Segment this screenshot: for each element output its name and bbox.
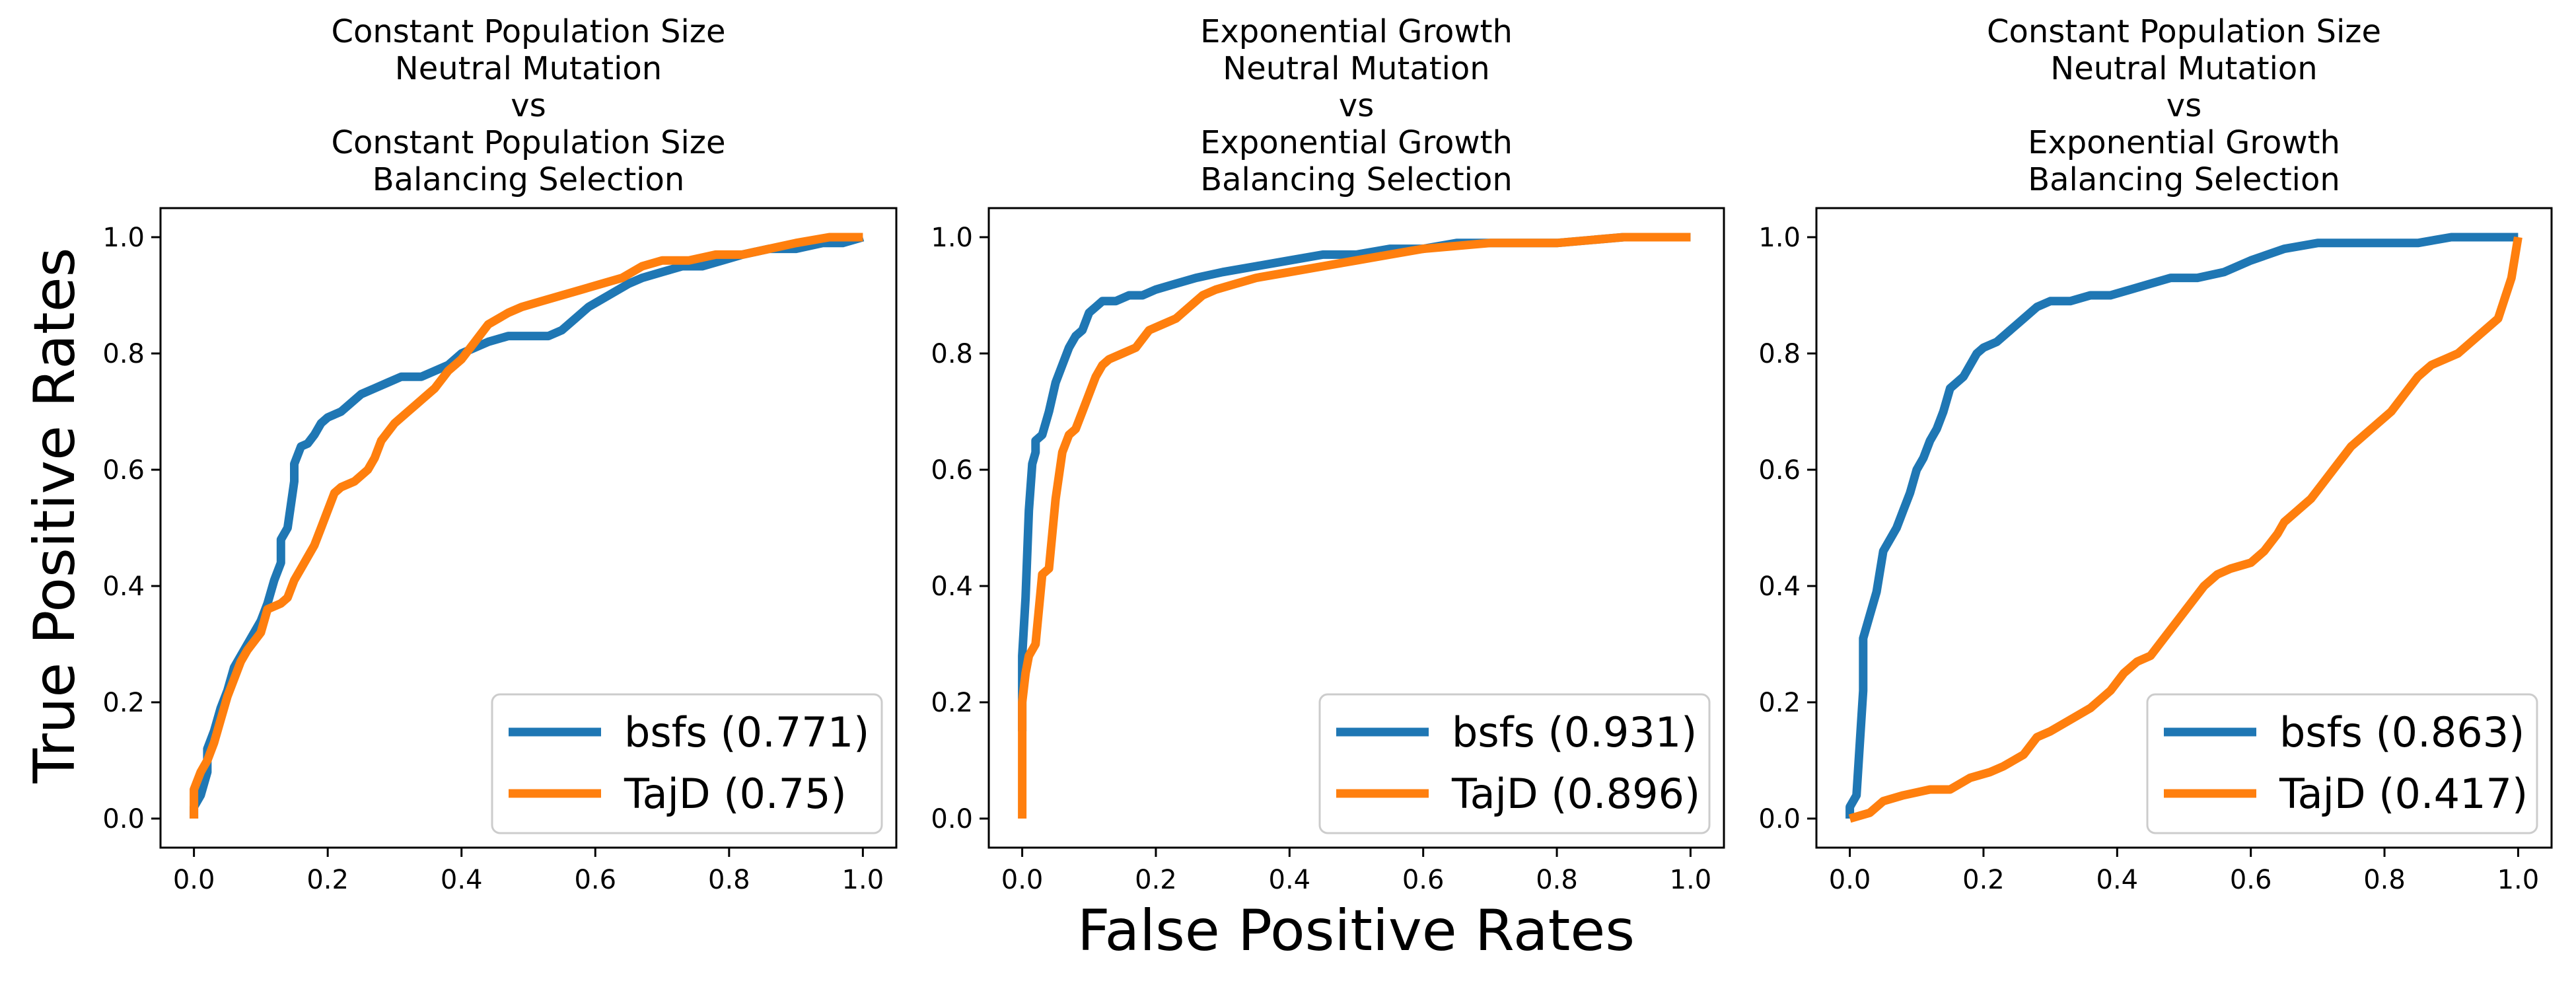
x-tick-label: 0.0 bbox=[173, 865, 215, 895]
x-tick-label: 1.0 bbox=[1670, 865, 1712, 895]
chart-title-line: Balancing Selection bbox=[373, 161, 685, 198]
chart-title-line: Constant Population Size bbox=[1987, 13, 2381, 50]
legend: bsfs (0.771) TajD (0.75) bbox=[491, 693, 883, 834]
chart-title-line: vs bbox=[1339, 87, 1374, 124]
series-line-TajD bbox=[1848, 236, 2522, 823]
y-tick-label: 0.8 bbox=[1758, 339, 1801, 369]
chart-title-line: vs bbox=[511, 87, 546, 124]
y-tick-label: 0.4 bbox=[931, 571, 973, 602]
y-tick-label: 1.0 bbox=[931, 223, 973, 253]
chart-title-line: Exponential Growth bbox=[1200, 124, 1513, 161]
legend-label-TajD: TajD (0.417) bbox=[2279, 770, 2528, 818]
y-tick-label: 1.0 bbox=[102, 223, 145, 253]
y-tick-label: 0.8 bbox=[931, 339, 973, 369]
x-tick-label: 0.8 bbox=[708, 865, 750, 895]
x-tick-label: 0.6 bbox=[2230, 865, 2272, 895]
chart-title-line: Balancing Selection bbox=[1200, 161, 1513, 198]
x-tick-label: 0.6 bbox=[574, 865, 616, 895]
plot-frame bbox=[1815, 207, 2553, 849]
x-tick-label: 0.2 bbox=[1962, 865, 2005, 895]
x-axis-label: False Positive Rates bbox=[1077, 898, 1635, 964]
legend-label-TajD: TajD (0.75) bbox=[624, 770, 847, 818]
y-tick-label: 0.2 bbox=[102, 688, 145, 718]
chart-title-line: Constant Population Size bbox=[331, 13, 725, 50]
x-tick-label: 0.8 bbox=[2363, 865, 2406, 895]
chart-title-line: Balancing Selection bbox=[2028, 161, 2340, 198]
x-tick-label: 0.4 bbox=[1269, 865, 1311, 895]
chart-title-line: Neutral Mutation bbox=[2050, 50, 2317, 87]
chart-title-line: Constant Population Size bbox=[331, 124, 725, 161]
chart-title-line: Exponential Growth bbox=[2028, 124, 2340, 161]
legend-label-TajD: TajD (0.896) bbox=[1451, 770, 1700, 818]
series-line-TajD bbox=[1018, 233, 1691, 819]
x-tick-label: 0.4 bbox=[441, 865, 483, 895]
y-tick-label: 0.0 bbox=[931, 804, 973, 834]
y-tick-label: 0.2 bbox=[1758, 688, 1801, 718]
series-line-bsfs bbox=[1845, 233, 2519, 819]
x-tick-label: 0.0 bbox=[1001, 865, 1044, 895]
plot-frame bbox=[987, 207, 1725, 849]
x-tick-label: 0.2 bbox=[306, 865, 349, 895]
y-tick-label: 0.2 bbox=[931, 688, 973, 718]
legend: bsfs (0.931) TajD (0.896) bbox=[1318, 693, 1711, 834]
y-tick-label: 0.6 bbox=[1758, 455, 1801, 486]
legend-label-bsfs: bsfs (0.771) bbox=[624, 708, 869, 756]
x-tick-label: 0.2 bbox=[1135, 865, 1177, 895]
chart-title-line: Neutral Mutation bbox=[1223, 50, 1489, 87]
y-tick-label: 0.0 bbox=[1758, 804, 1801, 834]
x-tick-label: 0.4 bbox=[2096, 865, 2139, 895]
legend-label-bsfs: bsfs (0.931) bbox=[1452, 708, 1697, 756]
y-tick-label: 0.4 bbox=[1758, 571, 1801, 602]
y-tick-label: 0.0 bbox=[102, 804, 145, 834]
legend: bsfs (0.863) TajD (0.417) bbox=[2146, 693, 2538, 834]
chart-title-line: vs bbox=[2166, 87, 2201, 124]
x-tick-label: 1.0 bbox=[2497, 865, 2540, 895]
chart-title-line: Neutral Mutation bbox=[395, 50, 662, 87]
x-tick-label: 0.8 bbox=[1536, 865, 1578, 895]
chart-title-line: Exponential Growth bbox=[1200, 13, 1513, 50]
y-tick-label: 0.8 bbox=[102, 339, 145, 369]
series-line-TajD bbox=[190, 233, 863, 819]
plot-frame bbox=[159, 207, 898, 849]
y-tick-label: 0.6 bbox=[102, 455, 145, 486]
y-tick-label: 0.4 bbox=[102, 571, 145, 602]
y-tick-label: 0.6 bbox=[931, 455, 973, 486]
x-tick-label: 1.0 bbox=[842, 865, 884, 895]
y-tick-label: 1.0 bbox=[1758, 223, 1801, 253]
x-tick-label: 0.0 bbox=[1829, 865, 1871, 895]
legend-label-bsfs: bsfs (0.863) bbox=[2279, 708, 2524, 756]
y-axis-label: True Positive Rates bbox=[22, 248, 88, 784]
x-tick-label: 0.6 bbox=[1402, 865, 1445, 895]
